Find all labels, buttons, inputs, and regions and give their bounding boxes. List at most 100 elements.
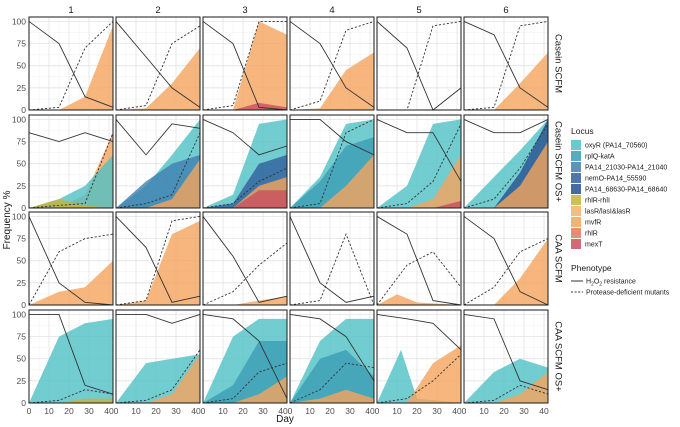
area-series: [377, 349, 461, 403]
area-series: [116, 220, 200, 305]
y-tick-label: 50: [17, 256, 27, 266]
column-label-2: 2: [155, 5, 160, 16]
panel-border: [463, 16, 549, 111]
legend-swatch: [571, 184, 581, 194]
panel-border: [115, 16, 201, 111]
x-tick-label: 40: [452, 406, 462, 416]
area-series: [464, 52, 548, 110]
h2o2-resistance-line: [28, 132, 114, 143]
protease-deficient-line: [463, 20, 549, 111]
panel-r2-c6: [463, 114, 549, 209]
row-label: CAA SCFM OS+: [552, 321, 563, 392]
h2o2-resistance-line: [289, 216, 375, 303]
h2o2-resistance-line: [28, 21, 114, 108]
area-series: [290, 154, 374, 208]
h2o2-resistance-line: [376, 21, 462, 111]
x-tick-label: 30: [84, 406, 94, 416]
area-series: [290, 389, 374, 403]
y-tick-label: 25: [17, 181, 27, 191]
legend-label: rhlR: [585, 231, 598, 238]
x-tick-label: 30: [258, 406, 268, 416]
legend-label-protease: Protease-deficient mutants: [586, 290, 670, 297]
area-series: [377, 154, 461, 208]
panel-r1-c5: [376, 16, 462, 111]
x-tick-label: 0: [201, 406, 206, 416]
x-tick-label: 20: [64, 406, 74, 416]
h2o2-resistance-line: [463, 21, 549, 108]
area-series: [203, 21, 287, 110]
legend-locus-title: Locus: [571, 126, 594, 136]
area-series: [377, 119, 461, 208]
protease-deficient-line: [115, 349, 201, 404]
x-tick-label: 40: [539, 406, 549, 416]
x-tick-label: 0: [462, 406, 467, 416]
legend-swatch: [571, 173, 581, 183]
protease-deficient-line: [289, 362, 375, 404]
x-tick-label: 30: [171, 406, 181, 416]
protease-deficient-line: [202, 362, 288, 404]
h2o2-resistance-line: [376, 216, 462, 306]
x-tick-label: 40: [278, 406, 288, 416]
x-tick-label: 30: [345, 406, 355, 416]
legend-label: mvfR: [585, 220, 601, 227]
panel-border: [463, 211, 549, 306]
h2o2-resistance-line: [115, 21, 201, 108]
panel-border: [115, 309, 201, 404]
y-tick-label: 0: [21, 398, 26, 408]
legend-swatch: [571, 140, 581, 150]
panel-background: [377, 212, 461, 305]
row-label: Casein SCFM: [552, 34, 563, 93]
y-tick-label: 0: [21, 300, 26, 310]
area-series: [290, 349, 374, 403]
panel-border: [202, 16, 288, 111]
panel-border: [376, 309, 462, 404]
panel-border: [28, 16, 114, 111]
panel-border: [28, 114, 114, 209]
panel-r3-c5: [376, 211, 462, 306]
area-series: [29, 25, 113, 110]
panel-r4-c1: 0 25 50 75 100 0 10 20 30 40: [12, 309, 114, 416]
protease-deficient-line: [463, 123, 549, 209]
panel-border: [289, 114, 375, 209]
area-series: [29, 398, 113, 403]
area-series: [116, 48, 200, 110]
legend-swatch: [571, 239, 581, 249]
x-tick-label: 40: [191, 406, 201, 416]
y-tick-label: 75: [17, 332, 27, 342]
x-tick-label: 30: [432, 406, 442, 416]
y-tick-label: 0: [21, 105, 26, 115]
protease-deficient-line: [377, 20, 462, 111]
y-tick-label: 100: [12, 309, 26, 319]
panel-r2-c3: [202, 114, 288, 209]
h2o2-resistance-line: [376, 119, 462, 182]
panel-r2-c1: 0 25 50 75 100: [12, 114, 114, 213]
h2o2-resistance-line: [289, 313, 375, 382]
h2o2-resistance-line: [463, 119, 549, 134]
legend-swatch: [571, 217, 581, 227]
panel-border: [115, 211, 201, 306]
y-tick-label: 50: [17, 61, 27, 71]
h2o2-resistance-line: [202, 21, 288, 111]
row-label: Casein SCFM OS+: [552, 121, 563, 202]
x-tick-label: 20: [325, 406, 335, 416]
area-series: [464, 238, 548, 305]
y-tick-label: 100: [12, 211, 26, 221]
x-tick-label: 10: [218, 406, 228, 416]
h2o2-resistance-line: [202, 313, 288, 399]
x-tick-label: 10: [131, 406, 141, 416]
legend-swatch: [571, 195, 581, 205]
panel-r4-c3: 0 10 20 30 40: [201, 309, 288, 416]
protease-deficient-line: [202, 20, 287, 111]
h2o2-resistance-line: [115, 119, 201, 156]
protease-deficient-line: [115, 215, 201, 306]
column-label-5: 5: [416, 5, 421, 16]
area-series: [29, 318, 113, 403]
legend-swatch: [571, 228, 581, 238]
x-tick-label: 20: [499, 406, 509, 416]
column-label-1: 1: [68, 5, 73, 16]
x-tick-label: 20: [238, 406, 248, 416]
y-tick-label: 75: [17, 234, 27, 244]
area-series: [377, 294, 461, 305]
panel-r3-c3: [202, 211, 288, 306]
